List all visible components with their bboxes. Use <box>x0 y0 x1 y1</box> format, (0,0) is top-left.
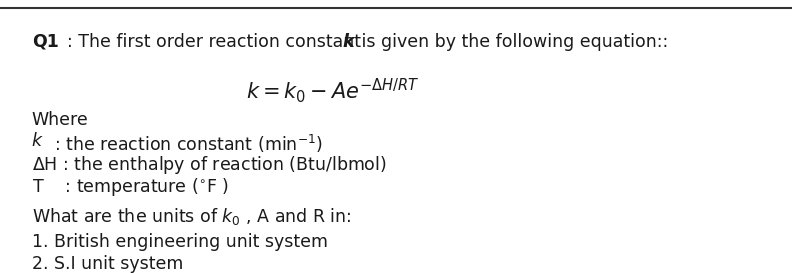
Text: is given by the following equation::: is given by the following equation:: <box>356 33 668 51</box>
Text: 1. British engineering unit system: 1. British engineering unit system <box>32 233 328 251</box>
Text: $k = k_0 - Ae^{-\Delta H/RT}$: $k = k_0 - Ae^{-\Delta H/RT}$ <box>246 76 419 105</box>
Text: T    : temperature ($^{\circ}$F ): T : temperature ($^{\circ}$F ) <box>32 176 229 198</box>
Text: Q1: Q1 <box>32 33 59 51</box>
Text: k: k <box>32 132 42 150</box>
Text: : The first order reaction constant: : The first order reaction constant <box>67 33 367 51</box>
Text: 2. S.I unit system: 2. S.I unit system <box>32 255 183 273</box>
Text: : the reaction constant (min$^{-1}$): : the reaction constant (min$^{-1}$) <box>54 132 322 155</box>
Text: Where: Where <box>32 111 89 129</box>
Text: k: k <box>343 33 355 51</box>
Text: What are the units of $k_0$ , A and R in:: What are the units of $k_0$ , A and R in… <box>32 206 351 227</box>
Text: $\Delta$H : the enthalpy of reaction (Btu/lbmol): $\Delta$H : the enthalpy of reaction (Bt… <box>32 154 386 176</box>
